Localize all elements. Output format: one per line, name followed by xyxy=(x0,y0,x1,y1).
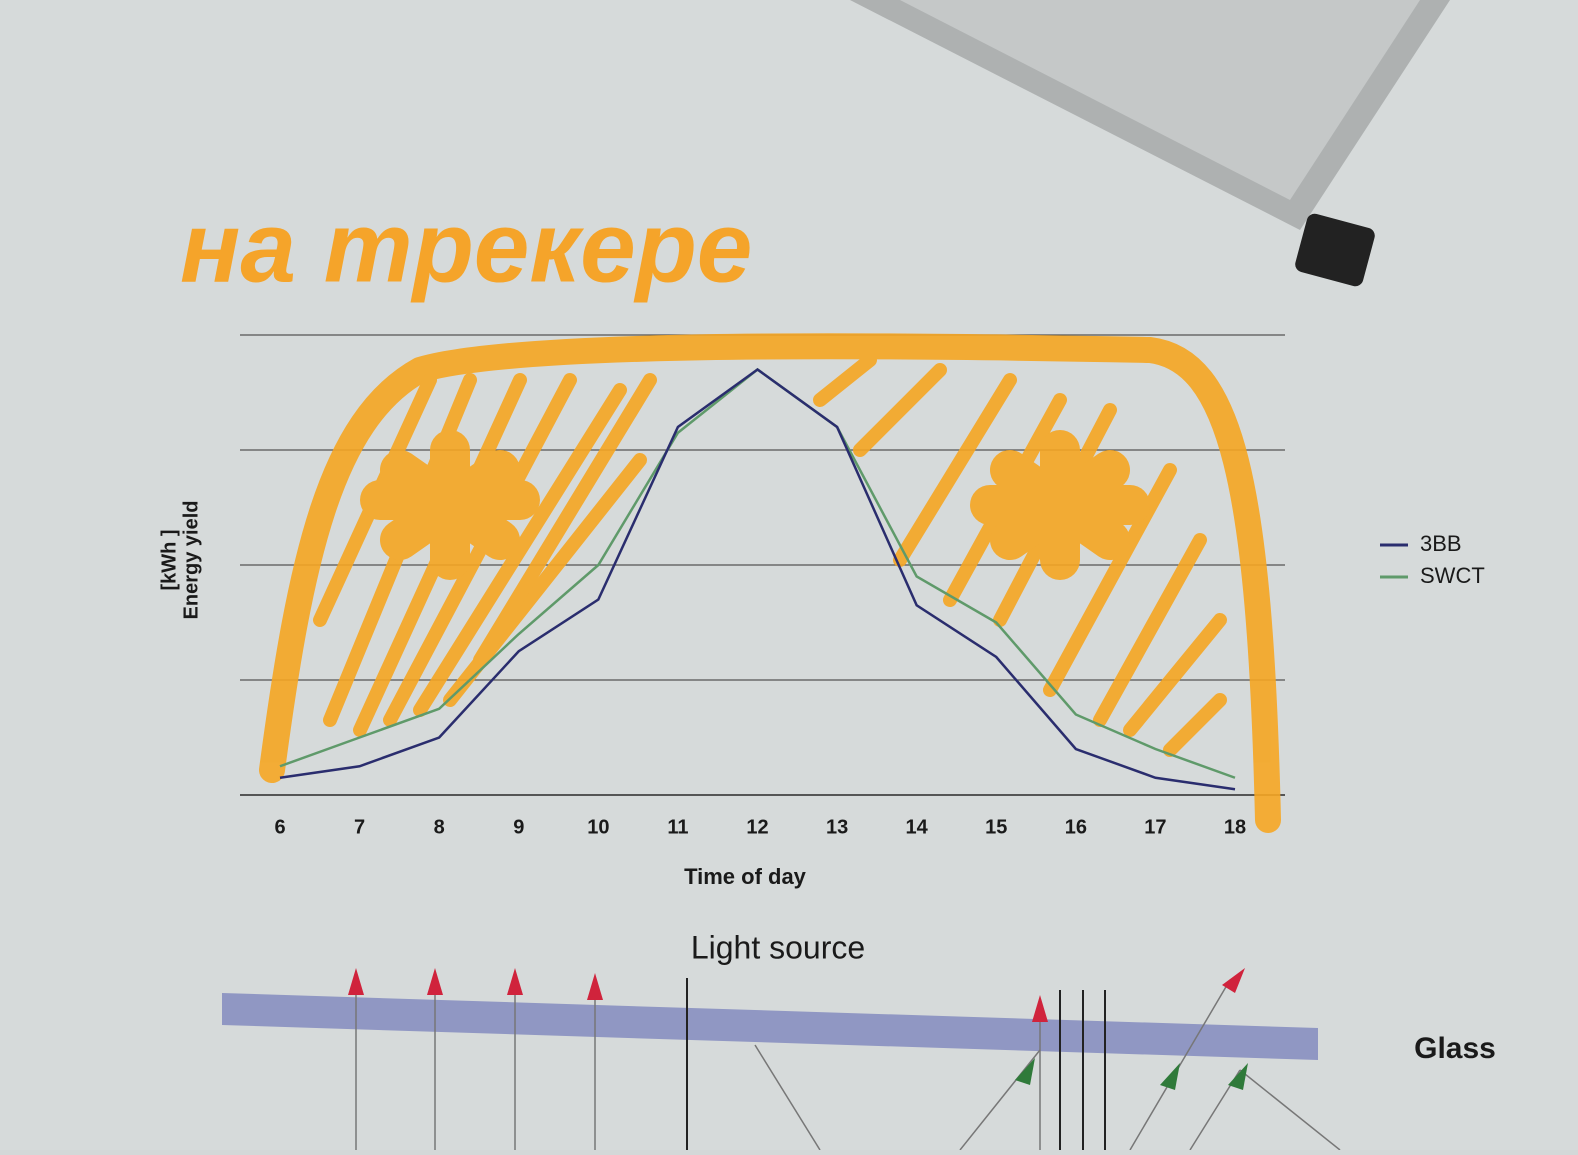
legend-label: 3BB xyxy=(1420,531,1462,556)
x-tick-label: 9 xyxy=(513,816,524,838)
marker-star-right xyxy=(990,450,1130,560)
x-tick-label: 7 xyxy=(354,816,365,838)
chart: на трекере Energy yield [kWh ] Time of d… xyxy=(0,0,1578,1150)
legend-label: SWCT xyxy=(1420,563,1485,588)
y-axis-label: Energy yield xyxy=(180,501,202,620)
light-source-label: Light source xyxy=(691,929,865,965)
x-tick-label: 10 xyxy=(587,816,609,838)
x-tick-label: 13 xyxy=(826,816,848,838)
x-tick-label: 18 xyxy=(1224,816,1246,838)
glass-label: Glass xyxy=(1414,1032,1496,1065)
x-tick-label: 17 xyxy=(1144,816,1166,838)
paper xyxy=(0,0,1578,1150)
x-tick-label: 16 xyxy=(1065,816,1087,838)
handwritten-note: на трекере xyxy=(180,191,752,303)
x-axis-label: Time of day xyxy=(684,864,807,889)
x-tick-label: 15 xyxy=(985,816,1007,838)
x-tick-label: 14 xyxy=(906,816,929,838)
x-tick-label: 11 xyxy=(667,816,688,838)
x-tick-label: 12 xyxy=(746,816,768,838)
y-axis-unit: [kWh ] xyxy=(158,529,180,590)
marker-star-left xyxy=(380,450,520,560)
page: {"chart_data": {"type": "line", "annotat… xyxy=(0,0,1578,1150)
x-tick-label: 8 xyxy=(434,816,445,838)
x-tick-label: 6 xyxy=(274,816,285,838)
